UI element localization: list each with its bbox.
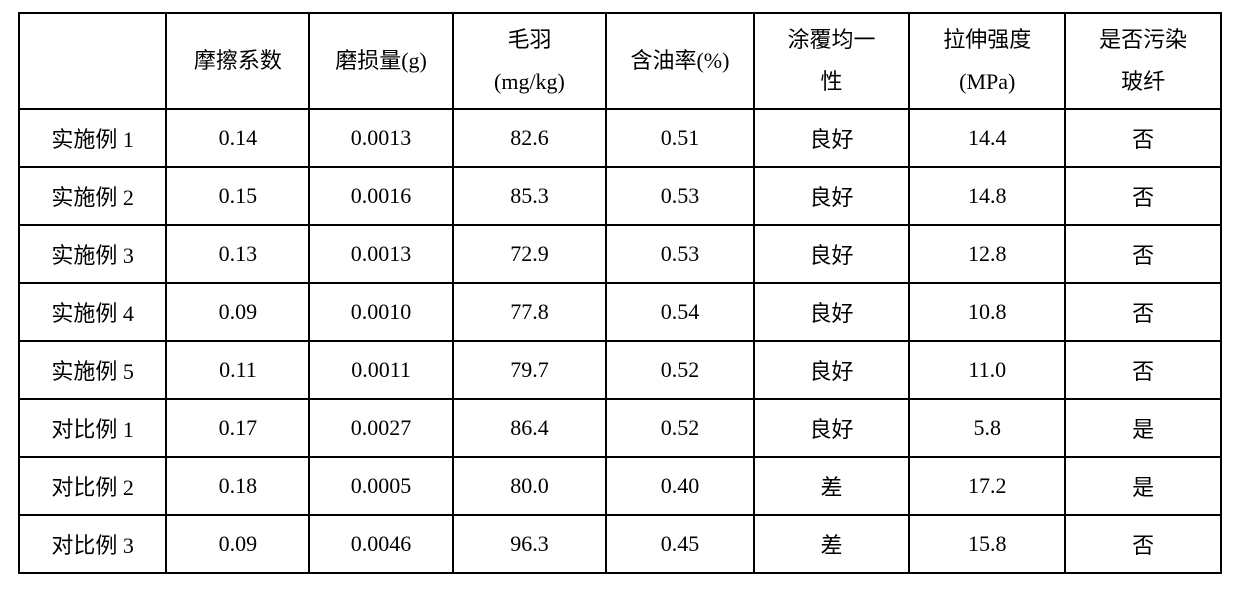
cell-friction: 0.13 [166, 225, 309, 283]
col-header-text: 涂覆均一 [788, 27, 876, 52]
col-header-text: 是否污染 [1099, 27, 1187, 52]
cell-pollute: 否 [1065, 109, 1221, 167]
cell-tensile: 12.8 [909, 225, 1065, 283]
cell-pollute: 否 [1065, 341, 1221, 399]
col-header-oil: 含油率(%) [606, 13, 753, 109]
cell-wear: 0.0027 [309, 399, 452, 457]
table-row: 实施例 4 0.09 0.0010 77.8 0.54 良好 10.8 否 [19, 283, 1221, 341]
col-header-text: 摩擦系数 [194, 48, 282, 73]
cell-label: 实施例 4 [19, 283, 166, 341]
col-header-fuzz: 毛羽 (mg/kg) [453, 13, 607, 109]
cell-oil: 0.53 [606, 167, 753, 225]
col-header-text: 性 [821, 69, 843, 94]
col-header-friction: 摩擦系数 [166, 13, 309, 109]
col-header-text: 拉伸强度 [943, 27, 1031, 52]
cell-wear: 0.0011 [309, 341, 452, 399]
data-table: 摩擦系数 磨损量(g) 毛羽 (mg/kg) 含油率(%) [18, 12, 1222, 574]
cell-tensile: 5.8 [909, 399, 1065, 457]
col-header-text: 磨损量(g) [335, 48, 427, 73]
cell-tensile: 15.8 [909, 515, 1065, 573]
cell-label: 实施例 1 [19, 109, 166, 167]
cell-fuzz: 85.3 [453, 167, 607, 225]
cell-friction: 0.18 [166, 457, 309, 515]
col-header-text: 含油率(%) [630, 48, 729, 73]
cell-wear: 0.0005 [309, 457, 452, 515]
cell-oil: 0.52 [606, 341, 753, 399]
cell-oil: 0.45 [606, 515, 753, 573]
cell-uniformity: 良好 [754, 167, 910, 225]
cell-wear: 0.0013 [309, 225, 452, 283]
table-row: 对比例 1 0.17 0.0027 86.4 0.52 良好 5.8 是 [19, 399, 1221, 457]
table-row: 实施例 1 0.14 0.0013 82.6 0.51 良好 14.4 否 [19, 109, 1221, 167]
cell-tensile: 10.8 [909, 283, 1065, 341]
table-row: 实施例 5 0.11 0.0011 79.7 0.52 良好 11.0 否 [19, 341, 1221, 399]
table-header-row: 摩擦系数 磨损量(g) 毛羽 (mg/kg) 含油率(%) [19, 13, 1221, 109]
cell-tensile: 14.8 [909, 167, 1065, 225]
cell-pollute: 否 [1065, 167, 1221, 225]
col-header-wear: 磨损量(g) [309, 13, 452, 109]
cell-oil: 0.52 [606, 399, 753, 457]
cell-friction: 0.09 [166, 515, 309, 573]
cell-label: 实施例 5 [19, 341, 166, 399]
cell-oil: 0.40 [606, 457, 753, 515]
cell-tensile: 17.2 [909, 457, 1065, 515]
table-row: 实施例 2 0.15 0.0016 85.3 0.53 良好 14.8 否 [19, 167, 1221, 225]
cell-uniformity: 差 [754, 515, 910, 573]
cell-label: 实施例 3 [19, 225, 166, 283]
col-header-label [19, 13, 166, 109]
cell-friction: 0.14 [166, 109, 309, 167]
cell-uniformity: 良好 [754, 109, 910, 167]
cell-fuzz: 86.4 [453, 399, 607, 457]
cell-wear: 0.0046 [309, 515, 452, 573]
cell-fuzz: 77.8 [453, 283, 607, 341]
cell-fuzz: 80.0 [453, 457, 607, 515]
col-header-pollute: 是否污染 玻纤 [1065, 13, 1221, 109]
col-header-uniformity: 涂覆均一 性 [754, 13, 910, 109]
cell-uniformity: 良好 [754, 399, 910, 457]
cell-fuzz: 72.9 [453, 225, 607, 283]
col-header-tensile: 拉伸强度 (MPa) [909, 13, 1065, 109]
table-row: 实施例 3 0.13 0.0013 72.9 0.53 良好 12.8 否 [19, 225, 1221, 283]
cell-pollute: 否 [1065, 225, 1221, 283]
cell-pollute: 是 [1065, 457, 1221, 515]
cell-wear: 0.0010 [309, 283, 452, 341]
cell-wear: 0.0013 [309, 109, 452, 167]
cell-pollute: 是 [1065, 399, 1221, 457]
cell-label: 实施例 2 [19, 167, 166, 225]
cell-tensile: 11.0 [909, 341, 1065, 399]
cell-oil: 0.54 [606, 283, 753, 341]
table-row: 对比例 2 0.18 0.0005 80.0 0.40 差 17.2 是 [19, 457, 1221, 515]
cell-fuzz: 82.6 [453, 109, 607, 167]
cell-label: 对比例 3 [19, 515, 166, 573]
cell-oil: 0.51 [606, 109, 753, 167]
cell-tensile: 14.4 [909, 109, 1065, 167]
cell-oil: 0.53 [606, 225, 753, 283]
cell-label: 对比例 1 [19, 399, 166, 457]
page: 摩擦系数 磨损量(g) 毛羽 (mg/kg) 含油率(%) [0, 0, 1240, 601]
table-body: 实施例 1 0.14 0.0013 82.6 0.51 良好 14.4 否 实施… [19, 109, 1221, 573]
cell-friction: 0.17 [166, 399, 309, 457]
cell-pollute: 否 [1065, 515, 1221, 573]
cell-friction: 0.09 [166, 283, 309, 341]
cell-pollute: 否 [1065, 283, 1221, 341]
cell-friction: 0.15 [166, 167, 309, 225]
cell-fuzz: 96.3 [453, 515, 607, 573]
col-header-text: 玻纤 [1121, 69, 1165, 94]
col-header-text: 毛羽 [507, 27, 551, 52]
cell-uniformity: 良好 [754, 283, 910, 341]
cell-label: 对比例 2 [19, 457, 166, 515]
cell-wear: 0.0016 [309, 167, 452, 225]
table-row: 对比例 3 0.09 0.0046 96.3 0.45 差 15.8 否 [19, 515, 1221, 573]
col-header-text: (mg/kg) [494, 69, 565, 94]
cell-uniformity: 良好 [754, 225, 910, 283]
cell-uniformity: 差 [754, 457, 910, 515]
cell-friction: 0.11 [166, 341, 309, 399]
col-header-text: (MPa) [959, 69, 1015, 94]
cell-fuzz: 79.7 [453, 341, 607, 399]
cell-uniformity: 良好 [754, 341, 910, 399]
